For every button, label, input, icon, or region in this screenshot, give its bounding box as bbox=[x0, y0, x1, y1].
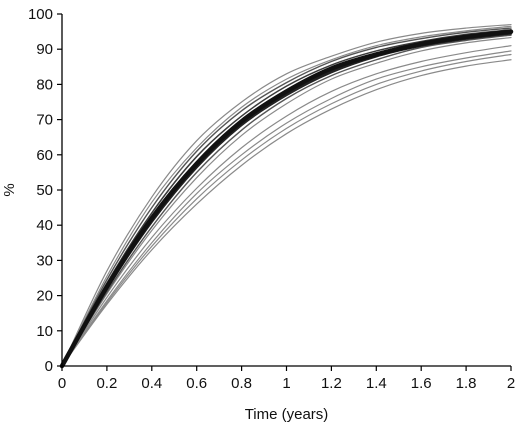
series-line-1 bbox=[61, 23, 512, 367]
series-line-11 bbox=[61, 53, 512, 367]
series-line-10 bbox=[61, 50, 512, 367]
y-tick-label: 100 bbox=[28, 6, 53, 23]
y-tick-label: 50 bbox=[36, 182, 53, 199]
x-axis-title: Time (years) bbox=[245, 406, 329, 423]
x-tick-label: 1.6 bbox=[411, 375, 432, 392]
x-tick-label: 1.8 bbox=[456, 375, 477, 392]
series-line-7 bbox=[61, 34, 512, 367]
series-line-4 bbox=[61, 29, 512, 367]
series-line-9 bbox=[61, 45, 512, 367]
x-tick-label: 2 bbox=[507, 375, 515, 392]
x-tick-label: 0.2 bbox=[96, 375, 117, 392]
x-tick-label: 0.6 bbox=[186, 375, 207, 392]
y-tick-label: 10 bbox=[36, 323, 53, 340]
series-line-8 bbox=[61, 36, 512, 367]
y-tick-label: 0 bbox=[45, 358, 53, 375]
y-tick-label: 70 bbox=[36, 112, 53, 129]
series-layer bbox=[59, 23, 514, 369]
y-tick-label: 80 bbox=[36, 76, 53, 93]
x-tick-label: 0.4 bbox=[141, 375, 162, 392]
x-tick-label: 1.2 bbox=[321, 375, 342, 392]
y-tick-label: 40 bbox=[36, 217, 53, 234]
y-tick-label: 90 bbox=[36, 41, 53, 58]
x-tick-label: 1.4 bbox=[366, 375, 387, 392]
series-line-3 bbox=[61, 27, 512, 367]
y-tick-label: 20 bbox=[36, 288, 53, 305]
x-axis-ticks: 0 0.2 0.4 0.6 0.8 1 1.2 1.4 1.6 1.8 2 bbox=[58, 366, 515, 392]
series-line-2 bbox=[61, 25, 512, 367]
y-axis-ticks: 0 10 20 30 40 50 60 70 80 90 100 bbox=[28, 6, 62, 375]
series-line-12 bbox=[61, 59, 512, 367]
x-tick-label: 1 bbox=[282, 375, 290, 392]
series-line-5 bbox=[59, 29, 514, 369]
y-axis-title: % bbox=[1, 183, 18, 196]
x-tick-label: 0.8 bbox=[231, 375, 252, 392]
y-tick-label: 60 bbox=[36, 147, 53, 164]
y-tick-label: 30 bbox=[36, 252, 53, 269]
x-tick-label: 0 bbox=[58, 375, 66, 392]
